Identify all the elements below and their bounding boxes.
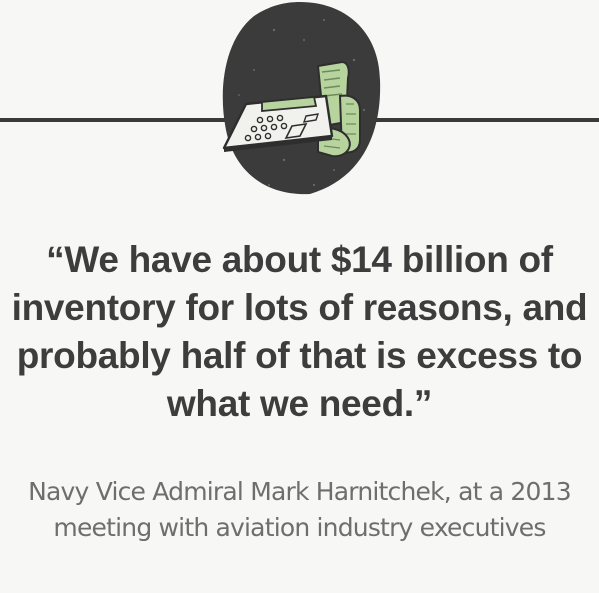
quote-line: “We have about $14 billion of [46, 239, 553, 280]
quote-line: what we need.” [166, 383, 433, 424]
quote-line: inventory for lots of reasons, and [11, 287, 588, 328]
quote-attribution: Navy Vice Admiral Mark Harnitchek, at a … [0, 474, 599, 546]
quote-line: probably half of that is excess to [16, 335, 583, 376]
quote-text: “We have about $14 billion of inventory … [0, 236, 599, 428]
calculator-with-receipt-icon [222, 2, 381, 195]
calculator-display [261, 96, 318, 112]
calculator-key [284, 122, 308, 140]
attribution-line: Navy Vice Admiral Mark Harnitchek, at a … [28, 477, 572, 506]
attribution-line: meeting with aviation industry executive… [53, 513, 546, 542]
